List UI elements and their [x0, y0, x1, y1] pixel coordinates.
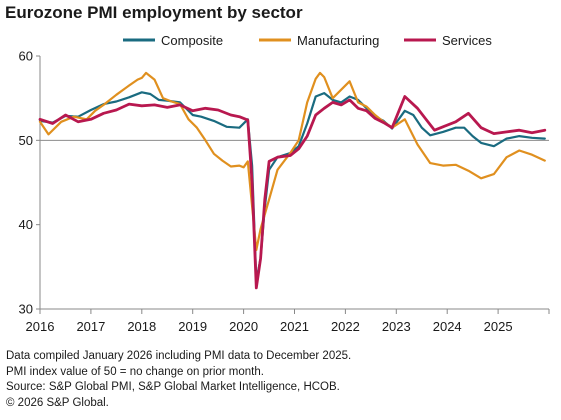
chart-svg: Composite Manufacturing Services 30 40 50 60 2…: [19, 33, 550, 334]
y-tick-label: 30: [19, 302, 33, 317]
chart-title: Eurozone PMI employment by sector: [5, 3, 303, 22]
axes: 30 40 50 60 2016 2017 2018 2019 2020 2021 2022 2023…: [19, 49, 550, 334]
legend-label-composite: Composite: [161, 33, 223, 48]
chart-notes: Data compiled January 2026 including PMI…: [6, 349, 351, 411]
series-line-composite: [38, 91, 546, 282]
x-tick-label: 2019: [178, 319, 207, 334]
y-tick-label: 60: [19, 49, 33, 64]
y-tick-label: 50: [19, 133, 33, 148]
x-tick-label: 2023: [382, 319, 411, 334]
x-tick-label: 2017: [76, 319, 105, 334]
x-tick-label: 2022: [331, 319, 360, 334]
x-tick-label: 2025: [484, 319, 513, 334]
note-source: Source: S&P Global PMI, S&P Global Marke…: [6, 381, 340, 393]
y-tick-label: 40: [19, 217, 33, 232]
x-tick-label: 2024: [433, 319, 462, 334]
legend-label-manufacturing: Manufacturing: [297, 33, 379, 48]
series-line-manufacturing: [38, 71, 546, 252]
legend-label-services: Services: [442, 33, 492, 48]
series-lines: [38, 71, 547, 290]
note-index-meaning: PMI index value of 50 = no change on pri…: [6, 365, 264, 378]
x-tick-label: 2020: [229, 319, 258, 334]
x-tick-label: 2016: [26, 319, 55, 334]
legend: Composite Manufacturing Services: [123, 33, 492, 48]
x-tick-label: 2018: [127, 319, 156, 334]
x-tick-label: 2021: [280, 319, 309, 334]
note-data-compiled: Data compiled January 2026 including PMI…: [6, 350, 352, 362]
note-copyright: © 2026 S&P Global.: [6, 396, 109, 409]
series-line-services: [38, 95, 547, 290]
